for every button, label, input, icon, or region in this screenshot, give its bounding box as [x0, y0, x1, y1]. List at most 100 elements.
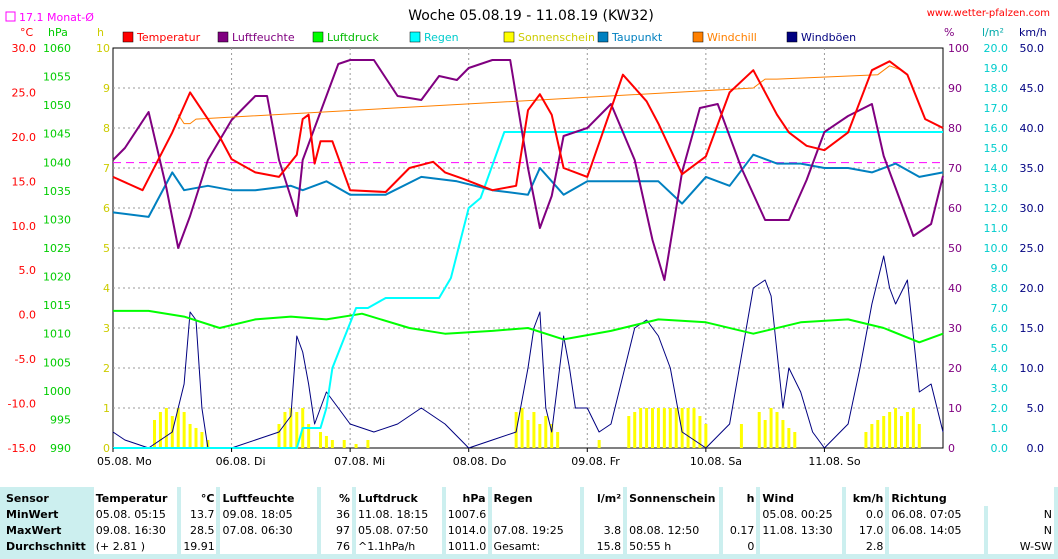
rain-date: 07.08. 19:25: [491, 522, 580, 538]
sunshine-bar: [556, 432, 560, 448]
pressure-tick: 1010: [43, 328, 71, 341]
rain-tick: 18.0: [984, 82, 1009, 95]
humidity-tick: 80: [948, 122, 962, 135]
legend-swatch: [692, 31, 704, 43]
legend-label: Temperatur: [136, 31, 201, 44]
hdr-rain-unit: l/m²: [583, 487, 624, 506]
legend-label: Regen: [424, 31, 459, 44]
x-tick-label: 06.08. Di: [216, 455, 266, 468]
rain-tick: 20.0: [984, 42, 1009, 55]
wind-date: 11.08. 13:30: [760, 522, 842, 538]
wind-val: 2.8: [845, 538, 886, 554]
sunshine-bar: [633, 412, 637, 448]
pressure-tick: 1055: [43, 71, 71, 84]
sunshine-bar: [307, 424, 311, 448]
sunshine-bar: [194, 428, 198, 448]
site-link[interactable]: www.wetter-pfalzen.com: [927, 8, 1050, 19]
hum-date: 09.08. 18:05: [220, 506, 318, 522]
weather-chart: Woche 05.08.19 - 11.08.19 (KW32) www.wet…: [5, 8, 1050, 468]
humidity-tick: 70: [948, 162, 962, 175]
unit-humidity-label: %: [944, 26, 954, 39]
pressure-tick: 1015: [43, 299, 71, 312]
hum-date: [220, 538, 318, 554]
wind-tick: 5.0: [1027, 402, 1045, 415]
rain-tick: 2.0: [991, 402, 1009, 415]
row-label: MinWert: [6, 507, 59, 521]
sunshine-bar: [182, 412, 186, 448]
series-line-windchill: [177, 65, 902, 125]
rain-tick: 0.0: [991, 442, 1009, 455]
grid-lines: [113, 48, 943, 448]
hum-date: 07.08. 06:30: [220, 522, 318, 538]
temp-val: 19.91: [181, 538, 217, 554]
dir-date: 06.08. 07:05: [889, 506, 984, 522]
unit-wind-label: km/h: [1019, 26, 1047, 39]
hdr-regen: Regen: [491, 487, 580, 506]
pressure-tick: 1000: [43, 385, 71, 398]
temp-tick: -15.0: [8, 442, 36, 455]
stats-row-min: MinWert 05.08. 05:15 13.7 09.08. 18:05 3…: [4, 506, 1054, 522]
humidity-tick: 30: [948, 322, 962, 335]
pressure-tick: 1035: [43, 185, 71, 198]
hum-val: 76: [321, 538, 353, 554]
sunshine-bar: [319, 432, 322, 448]
sun-tick: 6: [103, 202, 110, 215]
sunshine-bar: [354, 444, 358, 448]
sun-tick: 10: [96, 42, 110, 55]
rain-tick: 19.0: [984, 62, 1009, 75]
axis-ticks: 30.025.020.015.010.05.00.0-5.0-10.0-15.0…: [8, 42, 1044, 455]
sunshine-bar: [911, 408, 915, 448]
rain-val: 15.8: [583, 538, 624, 554]
stats-header-row: Sensor Temperatur °C Luftfeuchte % Luftd…: [4, 487, 1054, 506]
sunshine-bar: [656, 408, 660, 448]
sunshine-bar: [532, 412, 536, 448]
sunshine-bar: [550, 424, 554, 448]
sunshine-bar: [686, 408, 690, 448]
humidity-tick: 20: [948, 362, 962, 375]
hdr-wind: Wind: [760, 487, 842, 506]
wind-tick: 35.0: [1020, 162, 1045, 175]
series-line-windboeen: [112, 255, 944, 449]
pressure-tick: 990: [50, 442, 71, 455]
series-line-taupunkt: [112, 153, 944, 218]
wind-val: 0.0: [845, 506, 886, 522]
sunshine-bar: [366, 440, 370, 448]
sun-val: 0.17: [723, 522, 757, 538]
sunshine-bar: [544, 416, 548, 448]
temp-tick: 5.0: [19, 264, 37, 277]
sun-tick: 7: [103, 162, 110, 175]
x-tick-label: 07.08. Mi: [334, 455, 385, 468]
temp-val: 28.5: [181, 522, 217, 538]
sunshine-bar: [668, 408, 672, 448]
sun-tick: 9: [103, 82, 110, 95]
sunshine-bar: [520, 408, 524, 448]
rain-val: [583, 506, 624, 522]
press-val: 1007.6: [445, 506, 488, 522]
temp-date: 05.08. 05:15: [93, 506, 178, 522]
wind-date: 05.08. 00:25: [760, 506, 842, 522]
sunshine-bar: [176, 408, 180, 448]
series-lines: [112, 59, 944, 449]
pressure-tick: 1040: [43, 156, 71, 169]
sunshine-bar: [188, 424, 192, 448]
pressure-tick: 1025: [43, 242, 71, 255]
series-line-regen: [113, 131, 943, 449]
pressure-tick: 1020: [43, 271, 71, 284]
sunshine-bar: [538, 424, 542, 448]
dir-val: N: [987, 522, 1054, 538]
unit-temp-label: °C: [20, 26, 34, 39]
x-tick-label: 11.08. So: [808, 455, 860, 468]
month-avg-label: 17.1 Monat-Ø: [19, 11, 94, 24]
temp-val: 13.7: [181, 506, 217, 522]
rain-tick: 15.0: [984, 142, 1009, 155]
wind-tick: 0.0: [1027, 442, 1045, 455]
rain-tick: 17.0: [984, 102, 1009, 115]
humidity-tick: 100: [948, 42, 969, 55]
wind-val: 17.0: [845, 522, 886, 538]
rain-tick: 6.0: [991, 322, 1009, 335]
legend-swatch: [503, 31, 515, 43]
legend-swatch: [597, 31, 609, 43]
rain-tick: 13.0: [984, 182, 1009, 195]
rain-date: [491, 506, 580, 522]
legend-label: Windböen: [801, 31, 856, 44]
